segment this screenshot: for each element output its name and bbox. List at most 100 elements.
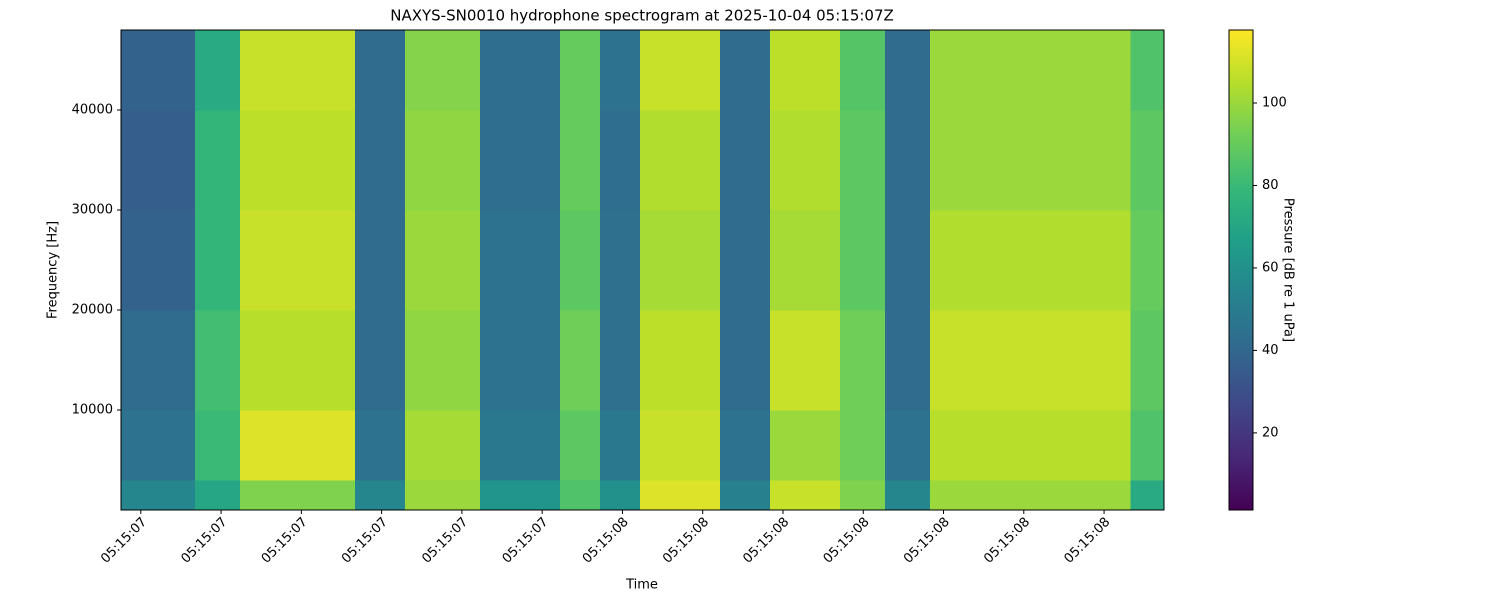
chart-title: NAXYS-SN0010 hydrophone spectrogram at 2… — [390, 7, 894, 25]
heatmap-cell — [719, 410, 771, 481]
x-tick-label: 05:15:08 — [580, 515, 632, 567]
heatmap-cell — [599, 410, 641, 481]
heatmap-cell — [559, 310, 601, 411]
heatmap-cell — [480, 480, 561, 511]
heatmap-cell — [599, 480, 641, 511]
heatmap-cell — [239, 110, 356, 211]
colorbar-label: Pressure [dB re 1 uPa] — [1281, 198, 1296, 342]
heatmap-cell — [885, 310, 931, 411]
heatmap-cell — [121, 310, 196, 411]
heatmap-cell — [1130, 410, 1165, 481]
heatmap-cell — [770, 410, 841, 481]
heatmap-cell — [930, 30, 1131, 111]
x-tick-label: 05:15:07 — [419, 515, 471, 567]
heatmap-cell — [640, 210, 721, 311]
heatmap-cell — [640, 110, 721, 211]
heatmap-cell — [719, 310, 771, 411]
x-tick-label: 05:15:07 — [98, 515, 150, 567]
heatmap-cell — [405, 480, 481, 511]
x-tick-label: 05:15:08 — [981, 515, 1033, 567]
x-tick-label: 05:15:08 — [660, 515, 712, 567]
y-tick-label: 40000 — [72, 103, 113, 118]
heatmap-cell — [1130, 210, 1165, 311]
colorbar-tick-label: 60 — [1262, 260, 1279, 275]
x-tick-label: 05:15:07 — [339, 515, 391, 567]
heatmap-cell — [121, 30, 196, 111]
heatmap-cell — [885, 480, 931, 511]
heatmap-cell — [930, 410, 1131, 481]
heatmap-cell — [599, 110, 641, 211]
heatmap-cell — [640, 410, 721, 481]
heatmap-cell — [354, 30, 406, 111]
heatmap-cell — [480, 210, 561, 311]
heatmap-cell — [719, 110, 771, 211]
heatmap-cell — [194, 30, 241, 111]
heatmap-cell — [121, 480, 196, 511]
heatmap-cell — [559, 110, 601, 211]
plot-frame — [120, 29, 1165, 511]
heatmap-cell — [121, 410, 196, 481]
colorbar-tick-label: 40 — [1262, 343, 1279, 358]
heatmap-cell — [559, 210, 601, 311]
heatmap-cell — [1130, 480, 1165, 511]
heatmap-cell — [719, 480, 771, 511]
heatmap-cell — [885, 30, 931, 111]
heatmap-cell — [194, 110, 241, 211]
x-tick-label: 05:15:08 — [1061, 515, 1113, 567]
heatmap-cell — [559, 480, 601, 511]
heatmap-cell — [194, 310, 241, 411]
heatmap-cell — [405, 30, 481, 111]
heatmap-cell — [354, 210, 406, 311]
x-tick-label: 05:15:08 — [901, 515, 953, 567]
heatmap-cell — [480, 410, 561, 481]
heatmap-cell — [1130, 310, 1165, 411]
heatmap-cell — [354, 410, 406, 481]
x-tick-label: 05:15:08 — [740, 515, 792, 567]
heatmap-cell — [405, 310, 481, 411]
heatmap-cell — [405, 410, 481, 481]
heatmap — [121, 30, 1165, 511]
x-tick-label: 05:15:08 — [821, 515, 873, 567]
heatmap-cell — [885, 210, 931, 311]
heatmap-cell — [770, 210, 841, 311]
colorbar-tick-label: 80 — [1262, 178, 1279, 193]
y-tick-label: 20000 — [72, 303, 113, 318]
heatmap-cell — [354, 110, 406, 211]
y-axis-label: Frequency [Hz] — [46, 221, 61, 319]
heatmap-cell — [194, 210, 241, 311]
heatmap-cell — [719, 30, 771, 111]
x-tick-label: 05:15:07 — [178, 515, 230, 567]
heatmap-cell — [559, 410, 601, 481]
heatmap-cell — [405, 110, 481, 211]
heatmap-cell — [885, 110, 931, 211]
y-tick-label: 30000 — [72, 203, 113, 218]
heatmap-cell — [930, 110, 1131, 211]
heatmap-cell — [1130, 110, 1165, 211]
heatmap-cell — [239, 310, 356, 411]
heatmap-cell — [194, 410, 241, 481]
heatmap-cell — [239, 480, 356, 511]
heatmap-cell — [885, 410, 931, 481]
heatmap-cell — [640, 310, 721, 411]
heatmap-cell — [930, 210, 1131, 311]
heatmap-cell — [840, 410, 886, 481]
heatmap-cell — [840, 310, 886, 411]
heatmap-cell — [480, 310, 561, 411]
heatmap-cell — [640, 480, 721, 511]
colorbar-tick-label: 100 — [1262, 95, 1287, 110]
heatmap-cell — [354, 310, 406, 411]
heatmap-cell — [770, 310, 841, 411]
heatmap-cell — [194, 480, 241, 511]
y-tick-label: 10000 — [72, 403, 113, 418]
heatmap-cell — [930, 480, 1131, 511]
colorbar-tick-label: 20 — [1262, 425, 1279, 440]
heatmap-cell — [770, 480, 841, 511]
heatmap-cell — [930, 310, 1131, 411]
heatmap-cell — [121, 110, 196, 211]
heatmap-cell — [559, 30, 601, 111]
heatmap-cell — [405, 210, 481, 311]
heatmap-cell — [840, 480, 886, 511]
heatmap-cell — [121, 210, 196, 311]
heatmap-cell — [640, 30, 721, 111]
